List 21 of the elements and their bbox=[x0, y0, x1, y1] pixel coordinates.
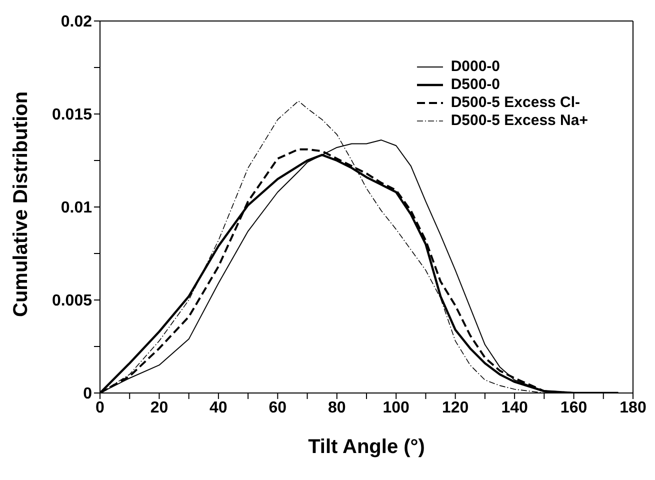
x-tick-label: 120 bbox=[442, 399, 469, 416]
y-axis-title: Cumulative Distribution bbox=[10, 91, 32, 317]
y-tick-label: 0.02 bbox=[60, 14, 92, 31]
y-tick-label: 0.005 bbox=[52, 292, 92, 310]
x-tick-label: 80 bbox=[328, 399, 346, 416]
x-axis-title: Tilt Angle (°) bbox=[308, 436, 425, 458]
x-tick-label: 140 bbox=[501, 399, 528, 416]
x-tick-label: 20 bbox=[150, 399, 168, 416]
legend-label: D500-0 bbox=[450, 76, 500, 94]
x-tick-label: 100 bbox=[382, 399, 410, 416]
x-tick-label: 40 bbox=[210, 399, 228, 416]
x-tick-label: 0 bbox=[96, 399, 105, 416]
x-tick-label: 180 bbox=[620, 399, 646, 416]
x-tick-label: 60 bbox=[268, 399, 287, 416]
y-tick-label: 0.01 bbox=[60, 200, 92, 217]
y-tick-label: 0 bbox=[83, 386, 92, 403]
y-tick-label: 0.015 bbox=[52, 106, 92, 124]
legend-label: D500-5 Excess Cl- bbox=[450, 94, 580, 112]
legend-label: D000-0 bbox=[450, 58, 500, 76]
x-tick-label: 160 bbox=[560, 399, 588, 416]
legend-label: D500-5 Excess Na+ bbox=[450, 112, 588, 130]
